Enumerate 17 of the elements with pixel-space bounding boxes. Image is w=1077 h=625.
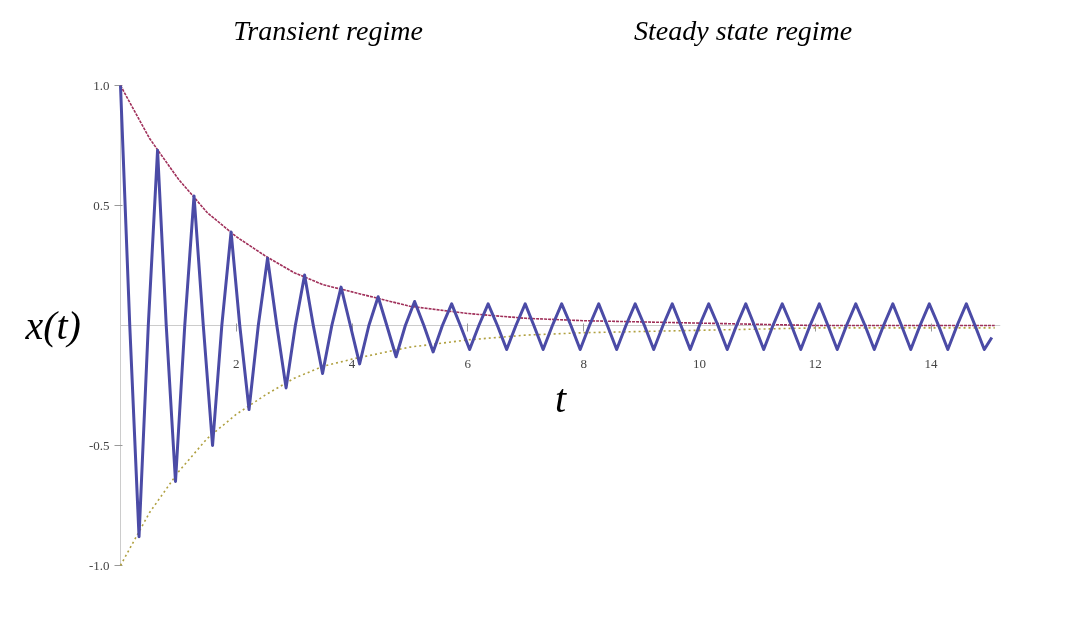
y-tick-label: 0.5: [93, 197, 110, 213]
y-tick-label: -0.5: [88, 437, 110, 453]
line-series: [119, 327, 996, 567]
line-series: [119, 84, 994, 539]
x-axis-title: t: [554, 375, 567, 421]
x-tick-label: 2: [233, 355, 240, 371]
x-tick-label: 10: [692, 355, 706, 371]
x-tick-label: 4: [348, 355, 356, 371]
text: Steady state regime: [634, 15, 853, 47]
x-tick-label: 8: [580, 355, 587, 371]
text: Transient regime: [233, 15, 423, 47]
x-tick-label: 14: [924, 355, 939, 371]
x-tick-label: 12: [808, 355, 822, 371]
y-tick-label: 1.0: [93, 77, 110, 93]
y-axis-title: x(t): [24, 303, 81, 348]
x-tick-label: 6: [464, 355, 472, 371]
y-tick-label: -1.0: [88, 557, 110, 573]
